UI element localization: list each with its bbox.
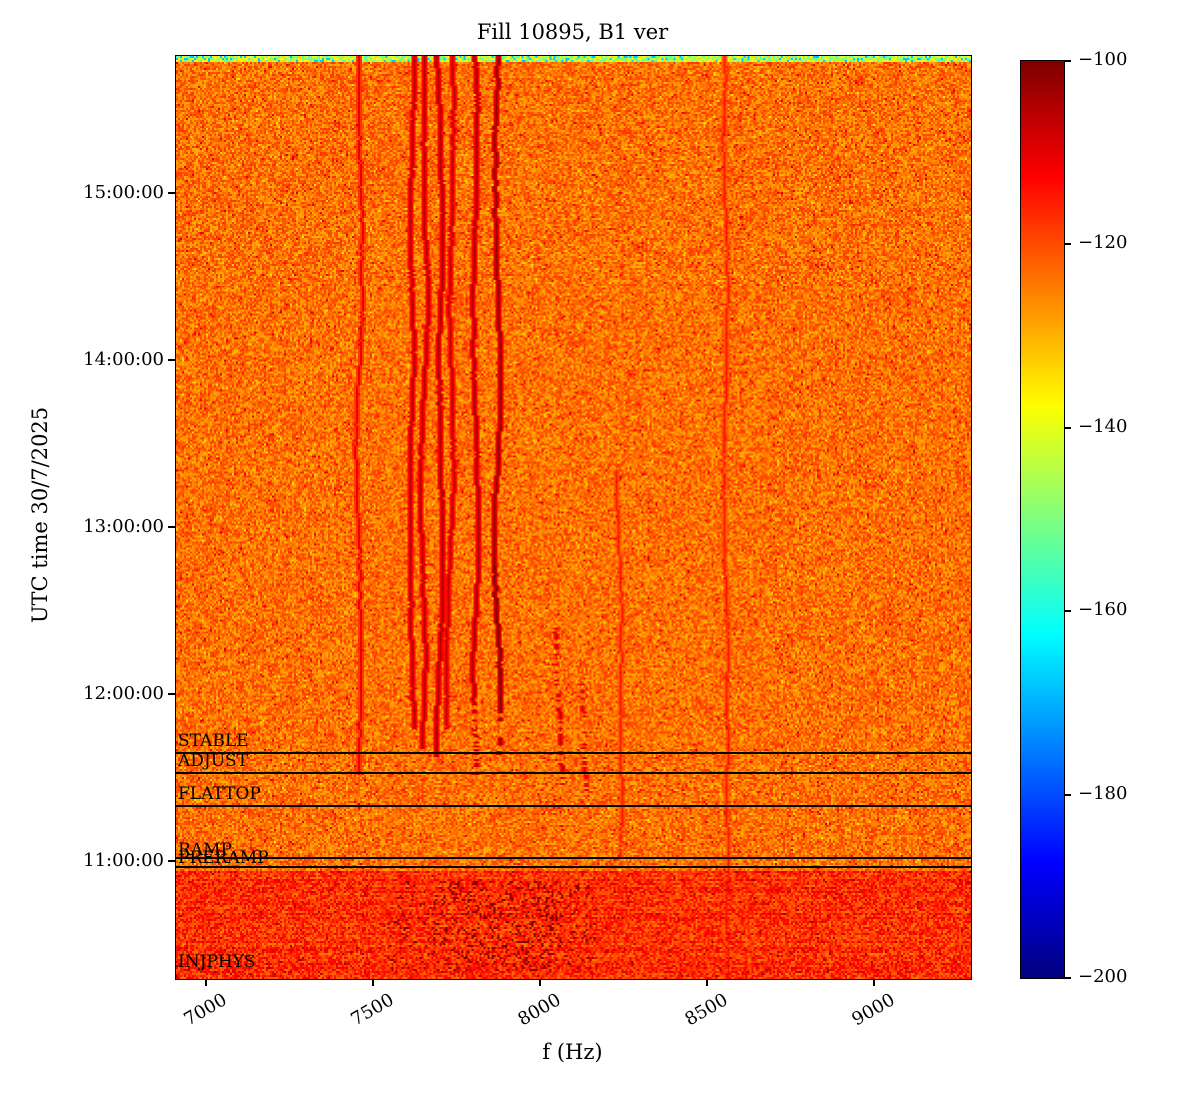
plot-area: STABLE ADJUST FLATTOP RAMP PRERAMP INJPH… xyxy=(175,55,972,980)
y-tick-mark xyxy=(168,192,175,194)
x-tick-mark xyxy=(372,979,374,986)
x-tick-label: 8500 xyxy=(653,991,731,1047)
beam-mode-line-ramp xyxy=(176,857,971,859)
x-tick-mark xyxy=(706,979,708,986)
y-tick-label: 11:00:00 xyxy=(58,851,164,871)
x-tick-mark xyxy=(539,979,541,986)
colorbar xyxy=(1020,60,1065,979)
colorbar-tick-label: −100 xyxy=(1078,50,1127,70)
beam-mode-label-stable: STABLE xyxy=(178,733,249,750)
colorbar-tick-label: −160 xyxy=(1078,600,1127,620)
colorbar-tick-mark xyxy=(1064,794,1071,796)
colorbar-tick-label: −180 xyxy=(1078,784,1127,804)
colorbar-tick-mark xyxy=(1064,60,1071,62)
x-tick-label: 7000 xyxy=(152,991,230,1047)
spectrogram-canvas xyxy=(176,56,971,979)
beam-mode-line-stable xyxy=(176,752,971,754)
beam-mode-line-flattop xyxy=(176,805,971,807)
beam-mode-label-flattop: FLATTOP xyxy=(178,786,261,803)
beam-mode-line-preramp xyxy=(176,866,971,868)
beam-mode-label-adjust: ADJUST xyxy=(178,753,248,770)
figure: Fill 10895, B1 ver UTC time 30/7/2025 ST… xyxy=(0,0,1200,1100)
colorbar-tick-mark xyxy=(1064,243,1071,245)
beam-mode-label-preramp: PRERAMP xyxy=(178,850,269,867)
y-tick-mark xyxy=(168,526,175,528)
y-tick-label: 13:00:00 xyxy=(58,517,164,537)
colorbar-tick-label: −120 xyxy=(1078,233,1127,253)
chart-title: Fill 10895, B1 ver xyxy=(175,20,970,44)
colorbar-tick-mark xyxy=(1064,610,1071,612)
beam-mode-line-adjust xyxy=(176,772,971,774)
beam-mode-label-injphys: INJPHYS xyxy=(178,954,256,971)
colorbar-tick-label: −140 xyxy=(1078,417,1127,437)
x-tick-label: 8000 xyxy=(486,991,564,1047)
colorbar-gradient xyxy=(1021,61,1064,978)
x-tick-mark xyxy=(873,979,875,986)
x-tick-mark xyxy=(205,979,207,986)
y-tick-mark xyxy=(168,860,175,862)
y-tick-label: 12:00:00 xyxy=(58,684,164,704)
y-tick-mark xyxy=(168,693,175,695)
x-tick-label: 9000 xyxy=(820,991,898,1047)
colorbar-tick-label: −200 xyxy=(1078,967,1127,987)
x-tick-label: 7500 xyxy=(319,991,397,1047)
colorbar-tick-mark xyxy=(1064,977,1071,979)
y-tick-label: 14:00:00 xyxy=(58,350,164,370)
y-tick-label: 15:00:00 xyxy=(58,183,164,203)
y-axis-label: UTC time 30/7/2025 xyxy=(28,407,52,623)
colorbar-tick-mark xyxy=(1064,427,1071,429)
y-tick-mark xyxy=(168,359,175,361)
x-axis-label: f (Hz) xyxy=(175,1040,970,1064)
